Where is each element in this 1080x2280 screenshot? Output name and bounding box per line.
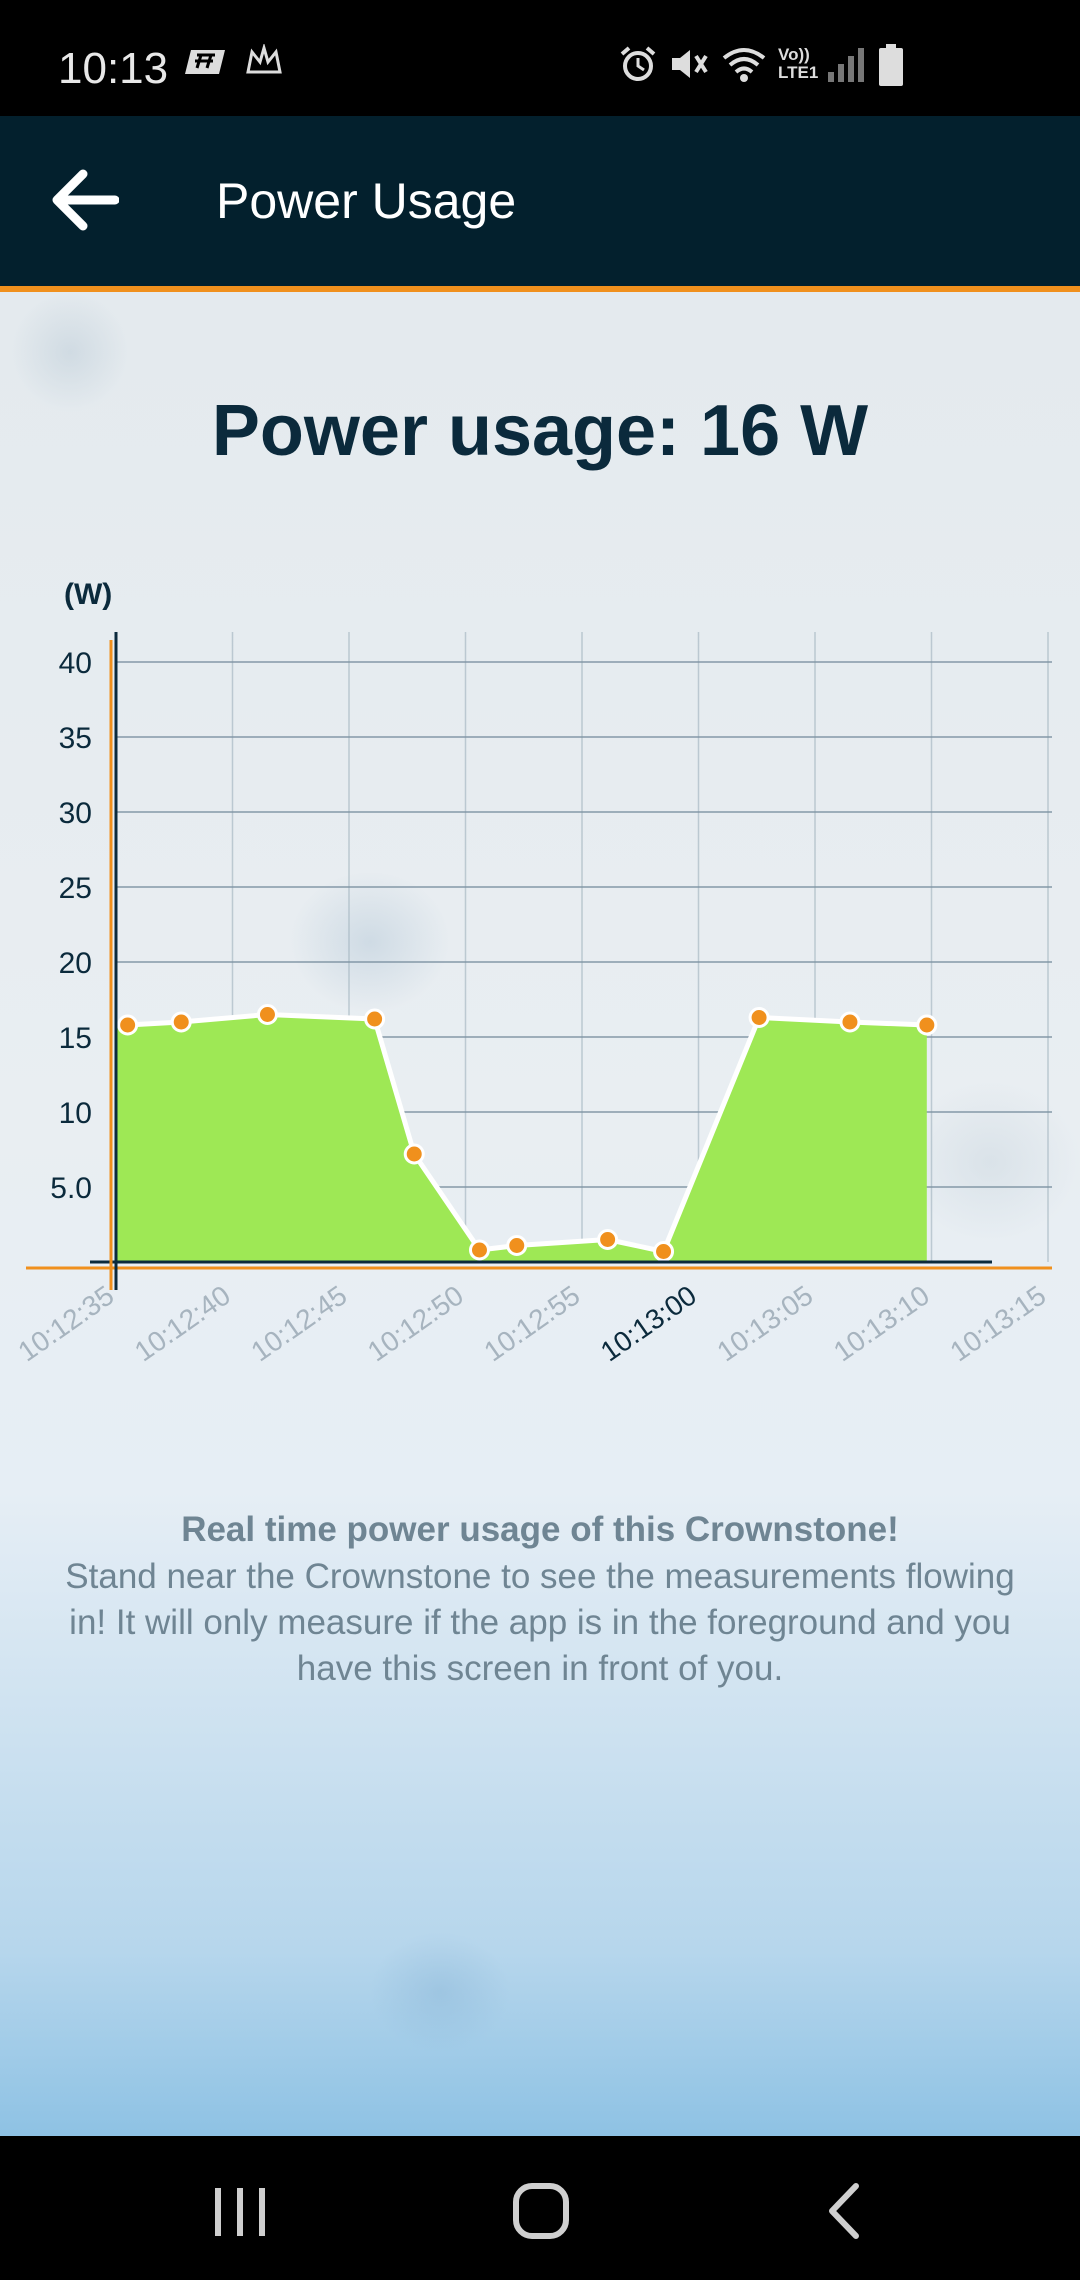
description: Real time power usage of this Crownstone… (60, 1510, 1020, 1692)
chart-y-axis-label: (W) (64, 578, 112, 611)
chart-y-tick-label: 20 (59, 947, 92, 980)
chart-y-tick-label: 30 (59, 797, 92, 830)
chart-y-tick-label: 5.0 (50, 1172, 92, 1205)
home-button[interactable] (486, 2176, 596, 2246)
app-notification-icon (185, 50, 225, 74)
header-divider (0, 286, 1080, 292)
chart-data-point (506, 1235, 528, 1256)
chart-data-point (916, 1014, 938, 1036)
navigation-bar (0, 2136, 1080, 2280)
chart-series-line (127, 1012, 927, 1254)
chart-x-tick-label: 10:12:45 (245, 1280, 352, 1368)
chart-area-fill (116, 1014, 927, 1262)
chart-x-tick-label: 10:12:40 (129, 1280, 236, 1368)
back-button[interactable] (40, 150, 130, 250)
chart-x-tick-label: 10:13:15 (944, 1280, 1051, 1368)
arrow-left-icon (52, 169, 119, 231)
alarm-icon (620, 46, 656, 81)
chart-data-point (748, 1007, 770, 1028)
nav-back-icon (829, 2183, 859, 2239)
chart-data-point (117, 1014, 139, 1036)
chart-x-tick-label: 10:12:55 (478, 1280, 585, 1368)
description-body: Stand near the Crownstone to see the mea… (65, 1557, 1015, 1688)
recents-button[interactable] (186, 2176, 296, 2246)
battery-icon (879, 44, 903, 86)
chart-data-point (839, 1011, 861, 1033)
power-usage-title: Power usage: 16 W (211, 391, 869, 471)
description-title: Real time power usage of this Crownstone… (181, 1510, 899, 1549)
chart-x-tick-label: 10:12:35 (12, 1280, 119, 1368)
chart-data-point (364, 1008, 386, 1030)
nav-back-button[interactable] (790, 2176, 900, 2246)
home-icon (513, 2183, 569, 2239)
chart-data-point (653, 1241, 675, 1262)
chart-y-tick-label: 40 (59, 647, 92, 680)
network-label: Vo)) LTE1 (778, 45, 819, 82)
chart-data-point (170, 1011, 192, 1033)
chart-data-point (403, 1143, 425, 1165)
crown-notification-icon (246, 44, 282, 74)
chart-data-point (597, 1229, 619, 1250)
chart-x-tick-label: 10:13:00 (595, 1280, 702, 1368)
mute-icon (672, 50, 708, 78)
status-time: 10:13 (58, 44, 169, 93)
chart-x-tick-label: 10:13:05 (711, 1280, 818, 1368)
chart-y-tick-label: 25 (59, 872, 92, 905)
chart-y-tick-label: 10 (59, 1097, 92, 1130)
chart-x-tick-label: 10:13:10 (828, 1280, 935, 1368)
chart-x-tick-label: 10:12:50 (362, 1280, 469, 1368)
status-bar: 10:13 Vo)) LTE1 (0, 0, 1080, 116)
wifi-icon (722, 48, 766, 82)
page-title: Power Usage (216, 173, 517, 229)
chart-y-tick-label: 15 (59, 1022, 92, 1055)
app-header (0, 116, 1080, 286)
recent-apps-icon (215, 2188, 265, 2236)
signal-icon (828, 48, 864, 82)
chart-data-point (256, 1004, 278, 1025)
chart-data-point (468, 1239, 490, 1261)
chart-y-tick-label: 35 (59, 722, 92, 755)
